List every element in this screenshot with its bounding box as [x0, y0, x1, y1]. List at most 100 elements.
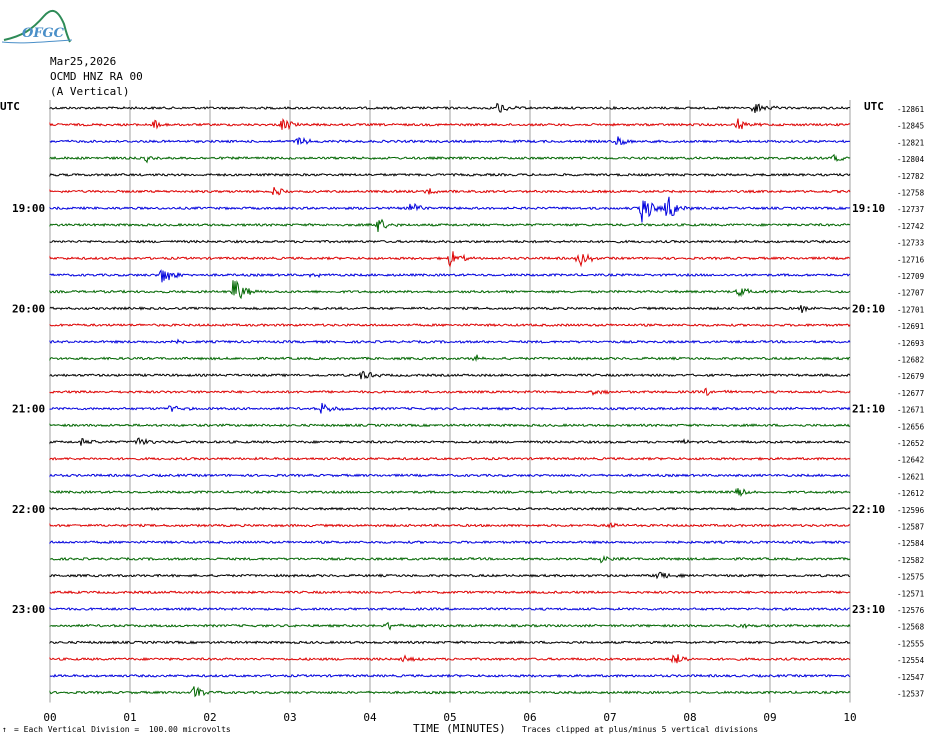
trace-26 [49, 540, 851, 545]
axis-labels: 00 01 02 03 04 05 06 07 08 09 10 -12861 -12845 -12821… [12, 105, 925, 724]
right-utc-label: UTC [864, 100, 884, 113]
trace-offset-label: -12642 [897, 456, 924, 465]
x-tick-label: 09 [763, 711, 776, 724]
trace-offset-label: -12701 [897, 305, 924, 314]
scale-arrow: ↑ [2, 725, 7, 734]
left-utc-label: UTC [0, 100, 20, 113]
x-tick-label: 08 [683, 711, 696, 724]
trace-12 [49, 305, 851, 314]
trace-24 [49, 506, 851, 512]
trace-offset-label: -12758 [897, 189, 925, 198]
trace-17 [49, 387, 851, 397]
component-label: (A Vertical) [50, 85, 130, 98]
trace-20 [49, 437, 851, 446]
trace-9 [49, 251, 851, 268]
trace-offset-label: -12677 [897, 389, 924, 398]
trace-offset-label: -12537 [897, 690, 924, 699]
x-axis-title: TIME (MINUTES) [413, 722, 506, 735]
x-tick-label: 01 [123, 711, 136, 724]
trace-offset-label: -12575 [897, 573, 924, 582]
left-time-label: 20:00 [12, 302, 45, 315]
station-label: OCMD HNZ RA 00 [50, 70, 143, 83]
trace-offset-label: -12742 [897, 222, 924, 231]
logo-text: OFGC [22, 26, 65, 41]
trace-offset-label: -12716 [897, 255, 925, 264]
left-time-label: 22:00 [12, 503, 45, 516]
clip-note: Traces clipped at plus/minus 5 vertical … [522, 725, 759, 734]
trace-offset-label: -12679 [897, 372, 924, 381]
trace-3 [49, 153, 851, 164]
trace-offset-label: -12691 [897, 322, 924, 331]
right-time-label: 23:10 [852, 603, 885, 616]
trace-13 [49, 323, 851, 328]
trace-34 [49, 673, 851, 678]
trace-1 [49, 118, 851, 131]
trace-offset-label: -12587 [897, 523, 924, 532]
right-time-label: 22:10 [852, 503, 885, 516]
x-tick-label: 07 [603, 711, 616, 724]
left-time-label: 19:00 [12, 202, 45, 215]
seismic-traces [49, 102, 851, 698]
date-label: Mar25,2026 [50, 55, 117, 68]
trace-8 [49, 239, 851, 244]
trace-offset-label: -12555 [897, 639, 924, 648]
trace-15 [49, 354, 851, 362]
trace-35 [49, 686, 851, 698]
trace-25 [49, 522, 851, 529]
x-tick-label: 06 [523, 711, 536, 724]
trace-5 [49, 187, 851, 196]
trace-offset-label: -12568 [897, 623, 925, 632]
trace-7 [49, 218, 851, 232]
grid-lines [49, 100, 851, 703]
trace-0 [49, 102, 851, 113]
trace-offset-label: -12821 [897, 138, 924, 147]
trace-offset-label: -12652 [897, 439, 924, 448]
trace-offset-label: -12682 [897, 356, 924, 365]
trace-offset-label: -12576 [897, 606, 925, 615]
trace-29 [49, 590, 851, 595]
trace-offset-label: -12709 [897, 272, 924, 281]
trace-offset-label: -12584 [897, 539, 925, 548]
trace-30 [49, 606, 851, 612]
trace-offset-label: -12671 [897, 406, 924, 415]
trace-offset-label: -12596 [897, 506, 925, 515]
trace-27 [49, 554, 851, 564]
trace-offset-label: -12737 [897, 205, 924, 214]
trace-offset-label: -12804 [897, 155, 925, 164]
ofgc-logo [2, 9, 72, 44]
x-tick-label: 04 [363, 711, 377, 724]
trace-21 [49, 456, 851, 461]
right-time-label: 21:10 [852, 403, 885, 416]
trace-22 [49, 473, 851, 478]
trace-offset-label: -12582 [897, 556, 924, 565]
trace-31 [49, 621, 851, 631]
x-tick-label: 05 [443, 711, 456, 724]
right-time-label: 20:10 [852, 302, 885, 315]
trace-offset-label: -12861 [897, 105, 924, 114]
trace-23 [49, 487, 851, 497]
x-tick-label: 03 [283, 711, 296, 724]
trace-offset-label: -12554 [897, 656, 925, 665]
trace-2 [49, 136, 851, 146]
trace-19 [49, 423, 851, 428]
trace-offset-label: -12547 [897, 673, 924, 682]
left-time-label: 23:00 [12, 603, 45, 616]
trace-offset-label: -12656 [897, 422, 925, 431]
trace-16 [49, 370, 851, 380]
right-time-label: 19:10 [852, 202, 885, 215]
trace-11 [49, 280, 851, 300]
left-time-label: 21:00 [12, 403, 45, 416]
trace-6 [49, 196, 851, 223]
trace-4 [49, 172, 851, 178]
trace-offset-label: -12612 [897, 489, 924, 498]
trace-offset-label: -12845 [897, 122, 924, 131]
trace-offset-label: -12733 [897, 239, 924, 248]
trace-33 [49, 654, 851, 664]
trace-14 [49, 338, 851, 345]
trace-offset-label: -12782 [897, 172, 924, 181]
trace-28 [49, 571, 851, 580]
x-tick-label: 10 [843, 711, 856, 724]
x-tick-label: 02 [203, 711, 216, 724]
trace-offset-label: -12621 [897, 472, 924, 481]
